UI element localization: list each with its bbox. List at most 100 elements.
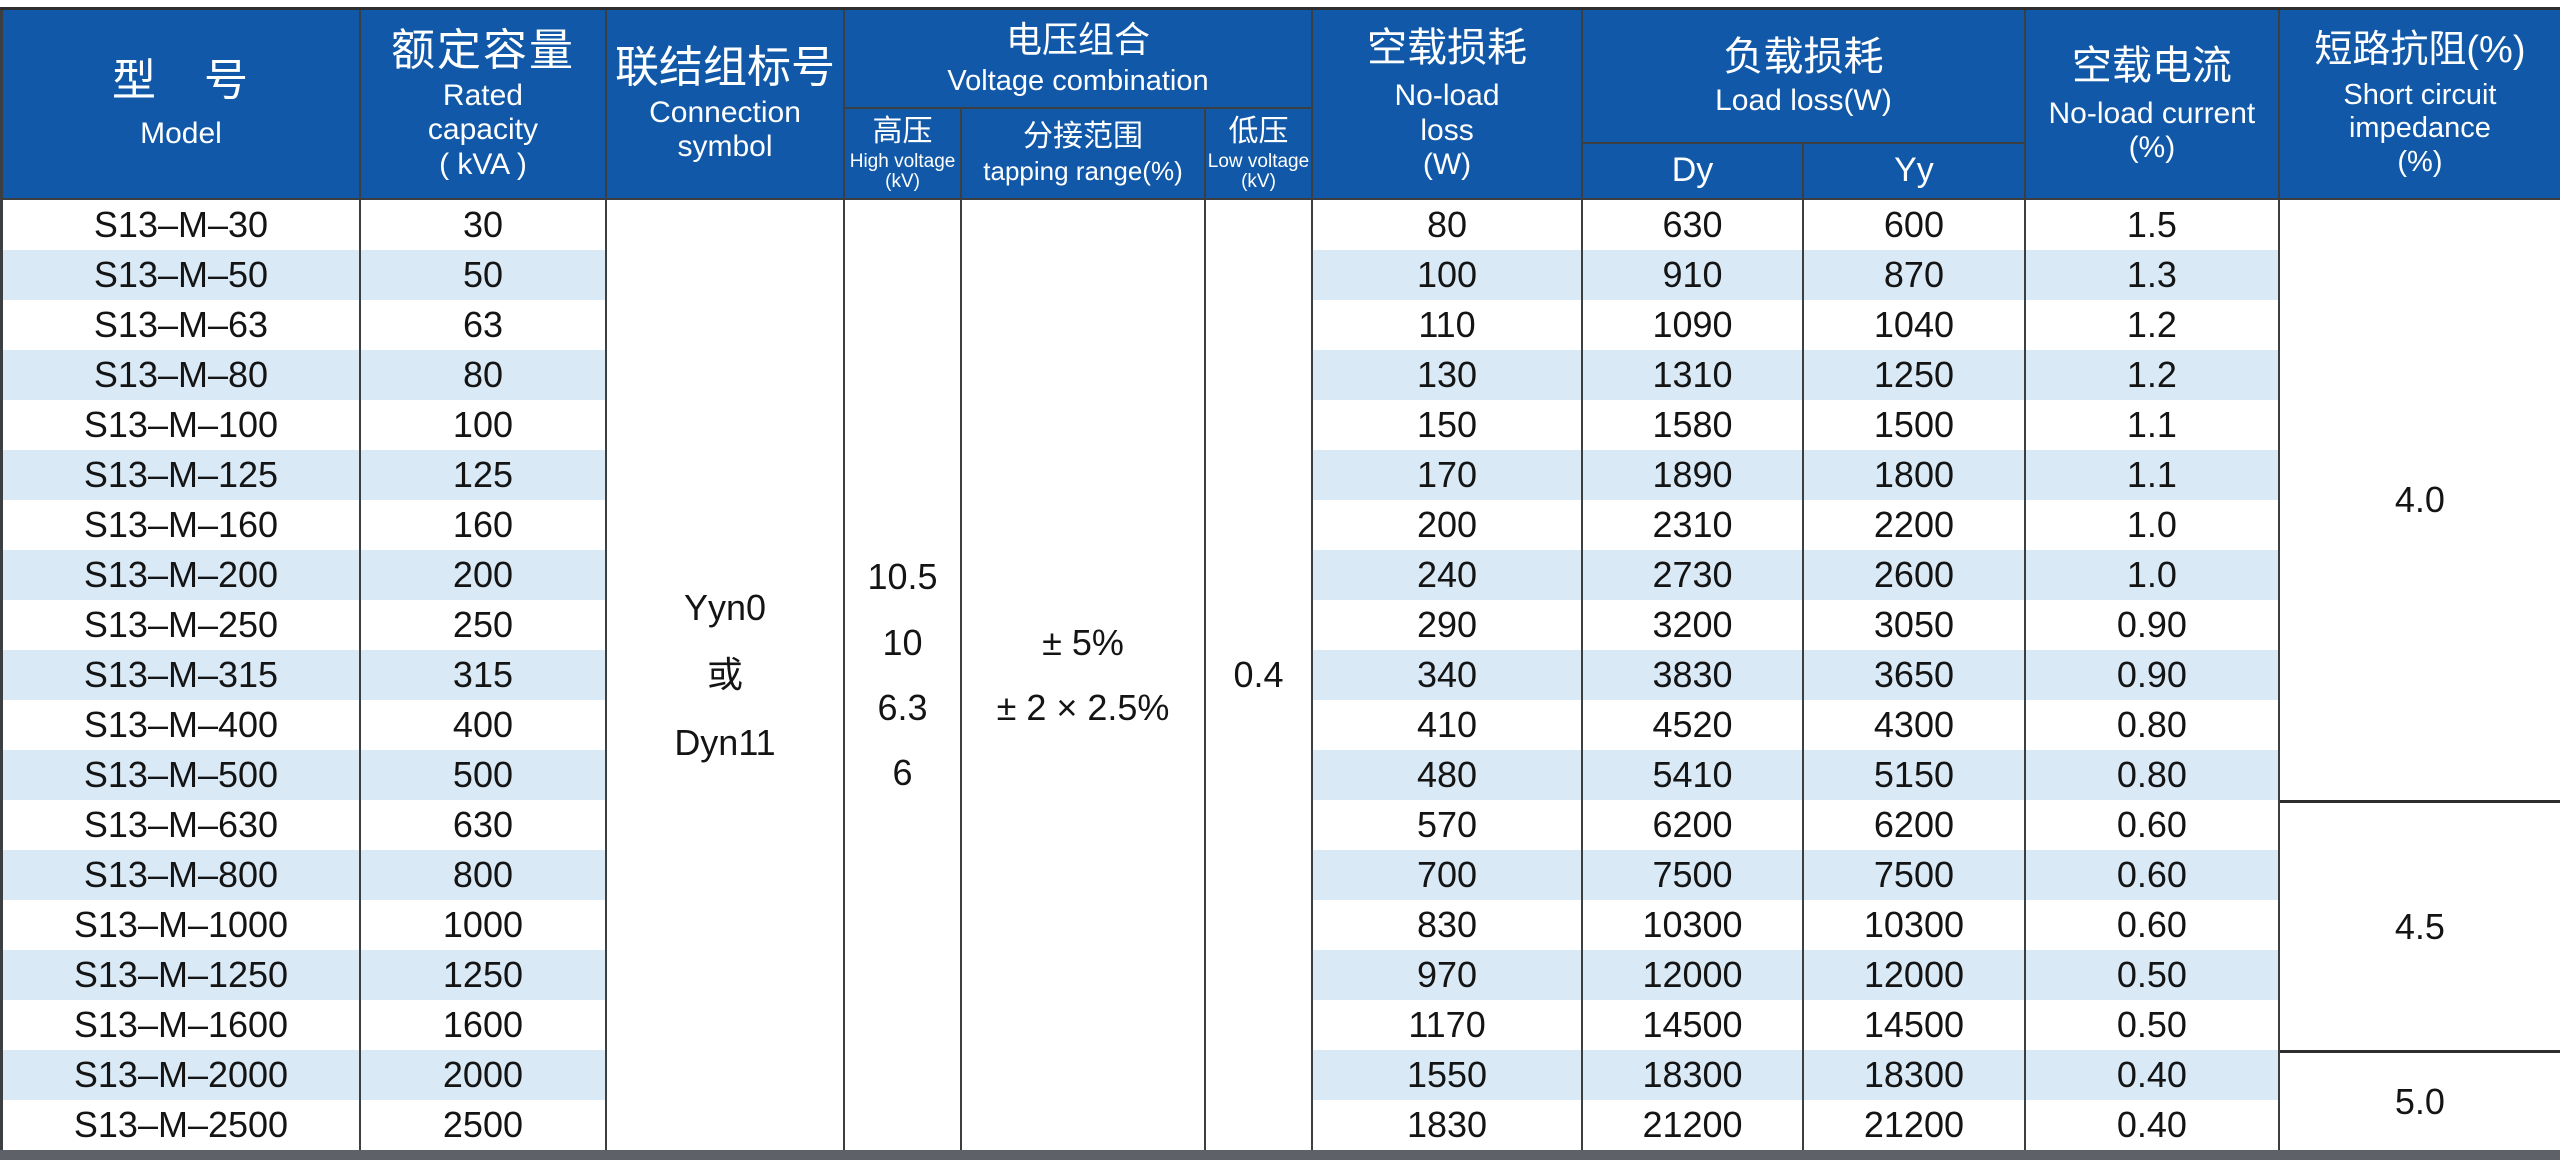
cell-load-loss-dy: 7500 <box>1583 850 1804 900</box>
header-high-voltage-en: High voltage <box>849 150 956 172</box>
cell-load-loss-yy: 2600 <box>1803 550 2026 600</box>
cell-tapping-range-values: ± 5% ± 2 × 2.5% <box>962 200 1206 1150</box>
header-connection-zh: 联结组标号 <box>615 43 835 93</box>
cell-no-load-current: 0.80 <box>2025 750 2280 800</box>
impedance-value-3: 5.0 <box>2394 1080 2445 1122</box>
cell-no-load-current: 0.60 <box>2026 900 2280 950</box>
cell-no-load-loss: 410 <box>1313 700 1584 750</box>
header-impedance-en1: Short circuit <box>2343 78 2497 111</box>
cell-capacity: 250 <box>361 600 607 650</box>
cell-capacity: 1250 <box>360 950 607 1000</box>
cell-load-loss-yy: 1500 <box>1804 400 2026 450</box>
cell-no-load-loss: 1550 <box>1312 1050 1584 1100</box>
cell-no-load-current: 1.1 <box>2025 450 2280 500</box>
cell-load-loss-yy: 3650 <box>1803 650 2026 700</box>
header-voltage-group-en: Voltage combination <box>947 64 1209 97</box>
cell-no-load-current: 0.80 <box>2026 700 2280 750</box>
cell-impedance-section-2: 4.5 <box>2279 800 2560 1050</box>
connection-line-1: Yyn0 <box>683 586 767 628</box>
cell-load-loss-dy: 3200 <box>1583 600 1804 650</box>
cell-no-load-loss: 570 <box>1313 800 1584 850</box>
cell-load-loss-dy: 2310 <box>1583 500 1804 550</box>
header-tapping-range: 分接范围 tapping range(%) <box>962 107 1206 200</box>
cell-load-loss-dy: 1890 <box>1583 450 1804 500</box>
header-no-load-current-zh: 空载电流 <box>2071 43 2232 88</box>
cell-load-loss-yy: 7500 <box>1803 850 2026 900</box>
cell-load-loss-yy: 14500 <box>1804 1000 2026 1050</box>
cell-no-load-current: 1.2 <box>2026 300 2280 350</box>
cell-model: S13–M–1250 <box>0 950 361 1000</box>
header-load-loss-dy: Dy <box>1583 142 1804 200</box>
cell-no-load-current: 0.60 <box>2026 800 2280 850</box>
header-impedance-zh: 短路抗阻(%) <box>2314 29 2526 72</box>
cell-no-load-loss: 480 <box>1312 750 1584 800</box>
tapping-range-value-2: ± 2 × 2.5% <box>996 687 1170 728</box>
cell-capacity: 63 <box>361 300 607 350</box>
header-load-loss-yy: Yy <box>1803 142 2026 200</box>
cell-capacity: 400 <box>361 700 607 750</box>
cell-no-load-current: 0.50 <box>2025 950 2280 1000</box>
cell-capacity: 800 <box>360 850 607 900</box>
header-capacity-en1: Rated <box>442 78 523 112</box>
header-tapping-range-en: tapping range(%) <box>983 155 1183 186</box>
cell-capacity: 1000 <box>361 900 607 950</box>
header-yy-label: Yy <box>1894 151 1934 190</box>
cell-load-loss-yy: 18300 <box>1803 1050 2026 1100</box>
cell-load-loss-dy: 630 <box>1583 200 1804 250</box>
cell-no-load-loss: 1170 <box>1313 1000 1584 1050</box>
cell-load-loss-dy: 6200 <box>1583 800 1804 850</box>
cell-model: S13–M–630 <box>0 800 361 850</box>
header-no-load-current-unit: (%) <box>2128 131 2176 164</box>
header-no-load-loss-en1: No-load <box>1394 79 1500 113</box>
impedance-value-2: 4.5 <box>2394 905 2445 947</box>
cell-load-loss-yy: 2200 <box>1804 500 2026 550</box>
cell-load-loss-dy: 18300 <box>1583 1050 1804 1100</box>
cell-load-loss-dy: 10300 <box>1583 900 1804 950</box>
cell-capacity: 315 <box>360 650 607 700</box>
header-no-load-loss-en3: (W) <box>1422 148 1472 182</box>
cell-load-loss-yy: 3050 <box>1804 600 2026 650</box>
cell-load-loss-dy: 1580 <box>1583 400 1804 450</box>
header-load-loss-group: 负载损耗 Load loss(W) <box>1583 10 2026 142</box>
cell-capacity: 50 <box>360 250 607 300</box>
header-model-en: Model <box>140 117 222 151</box>
cell-no-load-current: 1.0 <box>2026 500 2280 550</box>
connection-line-2: 或 <box>707 654 744 696</box>
header-load-loss-en: Load loss(W) <box>1715 83 1892 117</box>
header-no-load-loss-en2: loss <box>1420 113 1474 147</box>
header-low-voltage-zh: 低压 <box>1228 115 1289 149</box>
cell-no-load-loss: 1830 <box>1313 1100 1584 1150</box>
cell-model: S13–M–50 <box>0 250 361 300</box>
cell-capacity: 2500 <box>361 1100 607 1150</box>
cell-load-loss-yy: 1800 <box>1803 450 2026 500</box>
cell-no-load-current: 1.3 <box>2025 250 2280 300</box>
header-no-load-loss: 空载损耗 No-load loss (W) <box>1312 10 1584 200</box>
cell-model: S13–M–315 <box>0 650 361 700</box>
cell-no-load-loss: 80 <box>1313 200 1584 250</box>
cell-no-load-current: 0.90 <box>2025 650 2280 700</box>
cell-model: S13–M–1000 <box>0 900 361 950</box>
cell-no-load-current: 0.50 <box>2026 1000 2280 1050</box>
header-low-voltage: 低压 Low voltage (kV) <box>1205 107 1313 200</box>
cell-no-load-current: 0.60 <box>2025 850 2280 900</box>
table-grid: 型 号 Model 额定容量 Rated capacity ( kVA ) 联结… <box>0 7 2560 1160</box>
cell-model: S13–M–125 <box>0 450 361 500</box>
cell-load-loss-yy: 6200 <box>1804 800 2026 850</box>
cell-no-load-current: 1.0 <box>2025 550 2280 600</box>
header-capacity: 额定容量 Rated capacity ( kVA ) <box>360 10 607 200</box>
cell-load-loss-dy: 21200 <box>1583 1100 1804 1150</box>
cell-model: S13–M–160 <box>0 500 361 550</box>
cell-low-voltage-value: 0.4 <box>1205 200 1313 1150</box>
cell-capacity: 1600 <box>361 1000 607 1050</box>
cell-load-loss-yy: 21200 <box>1804 1100 2026 1150</box>
cell-load-loss-yy: 1040 <box>1804 300 2026 350</box>
cell-no-load-loss: 240 <box>1312 550 1584 600</box>
cell-load-loss-dy: 3830 <box>1583 650 1804 700</box>
cell-model: S13–M–200 <box>0 550 361 600</box>
cell-load-loss-dy: 1310 <box>1583 350 1804 400</box>
cell-impedance-section-3: 5.0 <box>2279 1050 2560 1150</box>
cell-no-load-current: 0.40 <box>2025 1050 2280 1100</box>
cell-capacity: 80 <box>360 350 607 400</box>
connection-line-3: Dyn11 <box>674 721 776 763</box>
high-voltage-value-3: 6.3 <box>877 687 928 728</box>
